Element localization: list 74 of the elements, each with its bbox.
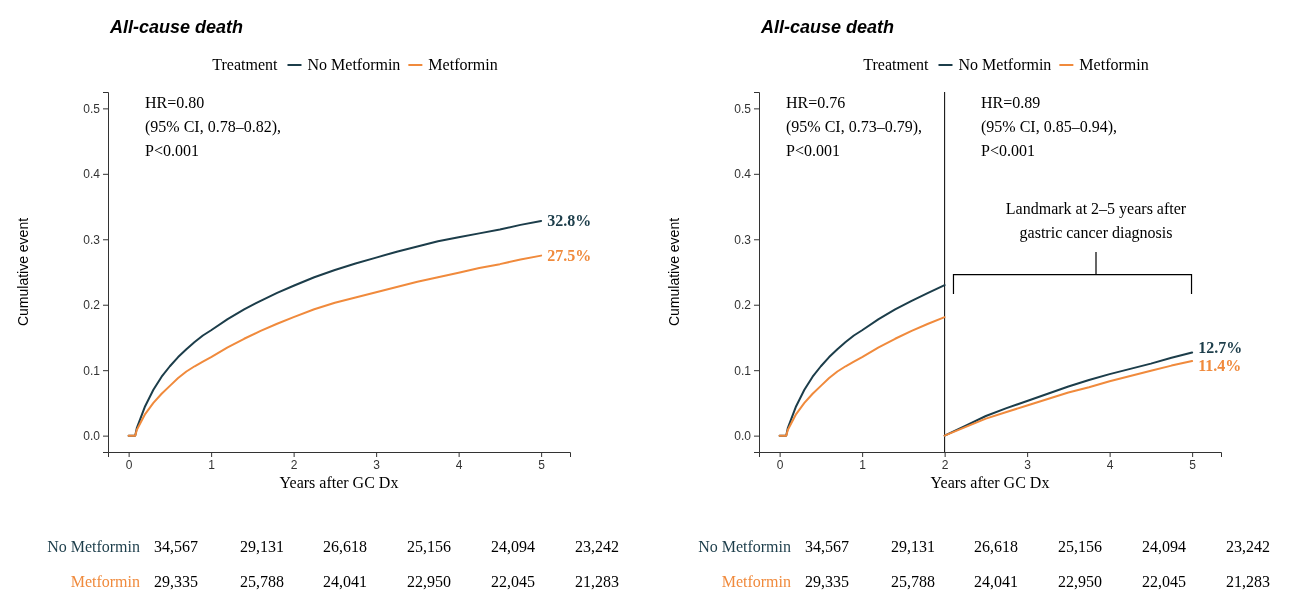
y-axis-title: Cumulative event xyxy=(666,217,682,327)
y-tick-label: 0.0 xyxy=(734,428,752,443)
y-tick-label: 0.0 xyxy=(83,428,101,443)
y-tick-label: 0.3 xyxy=(734,232,752,247)
legend-title: Treatment xyxy=(212,56,279,73)
x-tick-label: 0 xyxy=(776,457,784,472)
text: 25,156 xyxy=(1058,538,1102,555)
y-tick-label: 0.2 xyxy=(734,298,752,313)
text: 22,045 xyxy=(491,573,535,590)
y-tick-label: 0.2 xyxy=(83,298,101,313)
y-tick-label: 0.1 xyxy=(83,363,101,378)
y-tick-label: 0.4 xyxy=(83,167,101,182)
legend-title: Treatment xyxy=(863,56,930,73)
legend-label: No Metformin xyxy=(958,56,1052,73)
annotation: HR=0.89 (95% CI, 0.85–0.94), P<0.001 xyxy=(981,94,1117,159)
legend-label: Metformin xyxy=(1079,56,1149,73)
text: 29,335 xyxy=(805,573,849,590)
text: 34,567 xyxy=(154,538,198,555)
y-tick-label: 0.4 xyxy=(734,167,752,182)
y-tick-label: 0.5 xyxy=(734,101,752,116)
x-axis-title: Years after GC Dx xyxy=(279,474,399,491)
text: 22,950 xyxy=(1058,573,1102,590)
text: Metformin xyxy=(70,573,140,590)
x-tick-label: 2 xyxy=(941,457,949,472)
text: 25,156 xyxy=(407,538,451,555)
x-tick-label: 0 xyxy=(125,457,133,472)
text: Metformin xyxy=(721,573,791,590)
x-tick-label: 4 xyxy=(1106,457,1114,472)
x-tick-label: 3 xyxy=(373,457,381,472)
text: 24,094 xyxy=(491,538,535,555)
x-tick-label: 4 xyxy=(455,457,463,472)
data-label: 27.5% xyxy=(547,246,592,264)
text: 21,283 xyxy=(575,573,619,590)
y-tick-label: 0.5 xyxy=(83,101,101,116)
x-tick-label: 1 xyxy=(208,457,216,472)
x-tick-label: 5 xyxy=(1189,457,1197,472)
text: No Metformin xyxy=(47,538,140,555)
x-tick-label: 1 xyxy=(859,457,867,472)
x-tick-label: 3 xyxy=(1024,457,1032,472)
line-series xyxy=(127,254,543,437)
legend-label: Metformin xyxy=(428,56,498,73)
annotation: HR=0.76 (95% CI, 0.73–0.79), P<0.001 xyxy=(786,94,922,159)
annotation: HR=0.80 (95% CI, 0.78–0.82), P<0.001 xyxy=(145,94,281,159)
text: 24,041 xyxy=(323,573,367,590)
text: 24,041 xyxy=(974,573,1018,590)
text: 22,045 xyxy=(1142,573,1186,590)
text: 25,788 xyxy=(891,573,935,590)
annotation: Landmark at 2–5 years after gastric cancer diagnosis xyxy=(1005,200,1187,242)
text: 25,788 xyxy=(240,573,284,590)
x-tick-label: 2 xyxy=(290,457,298,472)
y-tick-label: 0.1 xyxy=(734,363,752,378)
text: 23,242 xyxy=(1226,538,1270,555)
line-series xyxy=(778,316,946,437)
y-axis-title: Cumulative event xyxy=(15,217,31,327)
chart-title: All-cause death xyxy=(760,17,895,37)
text: 21,283 xyxy=(1226,573,1270,590)
text: 22,950 xyxy=(407,573,451,590)
text: 29,131 xyxy=(891,538,935,555)
text: 23,242 xyxy=(575,538,619,555)
text: 29,131 xyxy=(240,538,284,555)
chart-title: All-cause death xyxy=(109,17,244,37)
text: No Metformin xyxy=(698,538,791,555)
data-label: 12.7% xyxy=(1198,338,1243,356)
text: 26,618 xyxy=(974,538,1018,555)
text: 29,335 xyxy=(154,573,198,590)
x-tick-label: 5 xyxy=(538,457,546,472)
data-label: 32.8% xyxy=(547,211,592,229)
data-label: 11.4% xyxy=(1198,356,1242,374)
x-axis-title: Years after GC Dx xyxy=(930,474,1050,491)
text: 34,567 xyxy=(805,538,849,555)
legend-label: No Metformin xyxy=(307,56,401,73)
text: 24,094 xyxy=(1142,538,1186,555)
y-tick-label: 0.3 xyxy=(83,232,101,247)
text: 26,618 xyxy=(323,538,367,555)
